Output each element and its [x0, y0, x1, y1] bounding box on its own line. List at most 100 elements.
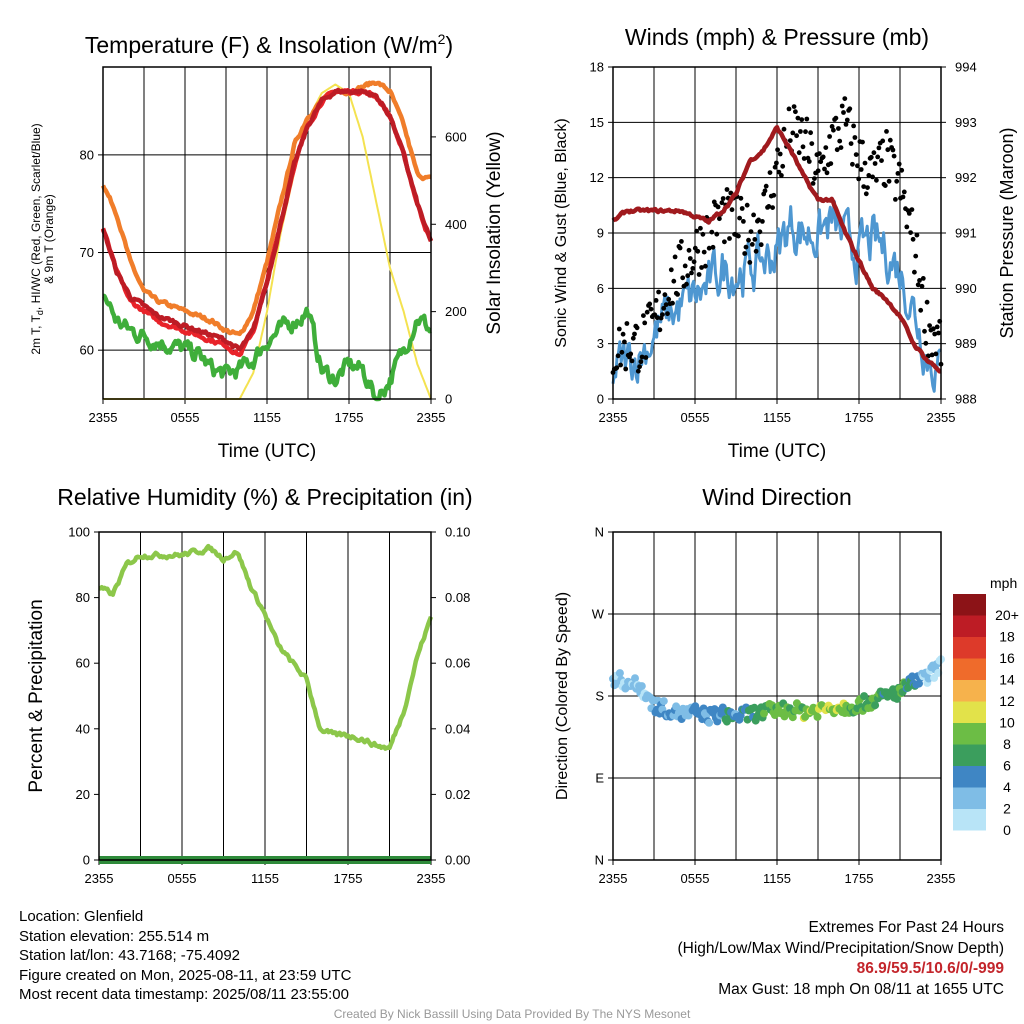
- recent-text: Most recent data timestamp: 2025/08/11 2…: [19, 986, 349, 1003]
- gust-point: [638, 359, 644, 365]
- gust-point: [615, 353, 621, 359]
- y-tick-label: 15: [590, 115, 604, 130]
- gust-point: [818, 159, 824, 165]
- gust-point: [656, 289, 661, 295]
- gust-point: [776, 169, 782, 175]
- y2-tick-label: 991: [955, 226, 977, 241]
- y-tick-label: 6: [597, 281, 604, 296]
- gust-point: [756, 217, 761, 223]
- gust-point: [852, 135, 858, 140]
- direction-point: [860, 692, 869, 701]
- gust-point: [829, 124, 835, 129]
- gust-point: [793, 109, 798, 115]
- gust-point: [936, 330, 941, 336]
- gust-point: [684, 281, 689, 287]
- gust-point: [853, 152, 859, 158]
- legend-swatch: [953, 701, 986, 723]
- legend-swatch: [953, 615, 986, 637]
- gust-point: [663, 302, 669, 307]
- legend-label: 8: [1003, 736, 1011, 752]
- gust-point: [670, 300, 675, 306]
- gust-point: [762, 188, 768, 194]
- y2-tick-label: 989: [955, 336, 977, 351]
- gust-point: [839, 103, 845, 109]
- temp-title: Temperature (F) & Insolation (W/m2): [85, 31, 453, 58]
- gust-point: [724, 187, 730, 192]
- y-tick-label: 60: [80, 343, 94, 358]
- gust-point: [614, 365, 620, 371]
- gust-point: [616, 326, 622, 332]
- legend-label: 12: [999, 693, 1015, 709]
- gust-point: [906, 211, 912, 216]
- gust-point: [848, 141, 854, 147]
- gust-point: [904, 224, 910, 230]
- gust-point: [672, 254, 678, 260]
- legend-label: 6: [1003, 757, 1011, 773]
- gust-point: [679, 239, 684, 244]
- y2-tick-label: 988: [955, 392, 977, 407]
- legend-title: mph: [990, 575, 1017, 591]
- y2-tick-label: 992: [955, 170, 977, 185]
- gust-point: [647, 301, 653, 307]
- gust-point: [737, 215, 742, 221]
- gust-point: [766, 204, 772, 209]
- gust-point: [623, 366, 629, 372]
- extremes-info: Extremes For Past 24 Hours (High/Low/Max…: [678, 918, 1005, 1000]
- rh-chart: Relative Humidity (%) & Precipitation (i…: [26, 484, 473, 886]
- rh-title: Relative Humidity (%) & Precipitation (i…: [57, 484, 472, 510]
- gust-point: [831, 127, 836, 133]
- gust-point: [618, 362, 623, 368]
- x-tick-label: 2355: [85, 871, 114, 886]
- rh-ylabel-left: Percent & Precipitation: [26, 599, 47, 792]
- y-tick-label: 0: [83, 853, 90, 868]
- gust-point: [917, 278, 922, 283]
- gust-point: [894, 178, 900, 184]
- gust-point: [753, 248, 759, 254]
- gust-point: [863, 191, 869, 197]
- gust-point: [915, 282, 921, 288]
- gust-point: [677, 245, 683, 251]
- gust-point: [714, 231, 720, 237]
- direction-point: [893, 694, 902, 703]
- gust-point: [901, 189, 907, 195]
- gust-point: [691, 259, 697, 265]
- gust-point: [844, 117, 850, 123]
- x-tick-label: 1155: [763, 410, 791, 425]
- gust-point: [909, 207, 915, 213]
- winds-title: Winds (mph) & Pressure (mb): [625, 24, 929, 50]
- gust-point: [775, 147, 780, 153]
- x-tick-label: 1155: [253, 410, 281, 425]
- location-text: Location: Glenfield: [19, 908, 144, 925]
- legend-swatch: [953, 637, 986, 659]
- gust-point: [760, 219, 765, 224]
- gust-point: [632, 331, 637, 337]
- gust-point: [922, 328, 927, 334]
- y2-tick-label: 0: [445, 392, 452, 407]
- gust-point: [795, 115, 801, 121]
- gust-point: [628, 351, 634, 357]
- y-tick-label: 40: [76, 721, 90, 736]
- gust-point: [703, 263, 708, 269]
- wdir-ylabel-left: Direction (Colored By Speed): [554, 592, 571, 800]
- gust-point: [746, 237, 751, 243]
- plot-border: [612, 66, 942, 400]
- y-tick-label: 9: [597, 226, 604, 241]
- x-tick-label: 2355: [927, 871, 956, 886]
- gust-point: [662, 292, 668, 298]
- gust-point: [838, 145, 844, 151]
- gust-point: [687, 256, 693, 261]
- gust-point: [719, 200, 725, 206]
- gust-point: [851, 123, 856, 129]
- x-tick-label: 0555: [681, 410, 710, 425]
- y2-tick-label: 993: [955, 115, 977, 130]
- gust-point: [868, 154, 874, 160]
- gust-point: [828, 161, 834, 167]
- winds-chart: Winds (mph) & Pressure (mb) 0 3 6 9 12 15 18 988…: [553, 24, 1017, 462]
- wdir-title: Wind Direction: [702, 484, 852, 510]
- gust-point: [780, 163, 786, 169]
- x-tick-label: 0555: [681, 871, 710, 886]
- gust-point: [841, 110, 846, 115]
- gust-point: [772, 164, 778, 170]
- plot-border: [612, 531, 942, 861]
- gust-point: [739, 206, 745, 211]
